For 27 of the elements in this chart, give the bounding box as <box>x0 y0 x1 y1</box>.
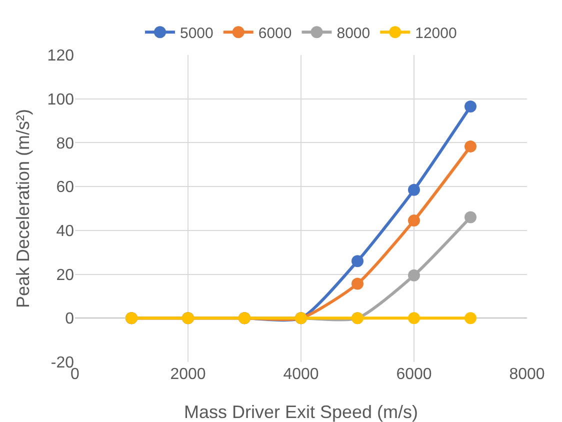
y-tick-label: 80 <box>56 135 74 152</box>
point <box>464 100 476 113</box>
x-tick-label: 2000 <box>170 366 206 383</box>
y-tick-label: 100 <box>47 91 74 108</box>
point <box>408 184 420 196</box>
y-tick-label: 120 <box>47 48 74 65</box>
y-tick-label: 60 <box>56 179 74 196</box>
point <box>408 269 420 282</box>
y-tick-label: 20 <box>56 266 74 284</box>
point <box>352 278 364 290</box>
legend-label: 6000 <box>258 24 292 42</box>
y-axis-title: Peak Deceleration (m/s²) <box>13 108 33 308</box>
legend-label: 5000 <box>180 24 214 42</box>
y-tick-label: 0 <box>65 310 74 328</box>
point <box>408 312 420 324</box>
legend-label: 8000 <box>336 24 370 42</box>
x-axis-title: Mass Driver Exit Speed (m/s) <box>184 402 418 422</box>
x-tick-label: 4000 <box>283 366 319 383</box>
point <box>352 255 364 268</box>
point <box>408 214 420 227</box>
x-tick-label: 8000 <box>509 366 545 383</box>
y-tick-label: 40 <box>56 223 74 240</box>
point <box>464 312 476 324</box>
x-tick-label: 6000 <box>396 366 432 383</box>
legend-label: 12000 <box>415 24 457 42</box>
point <box>464 211 476 224</box>
point <box>464 140 476 152</box>
